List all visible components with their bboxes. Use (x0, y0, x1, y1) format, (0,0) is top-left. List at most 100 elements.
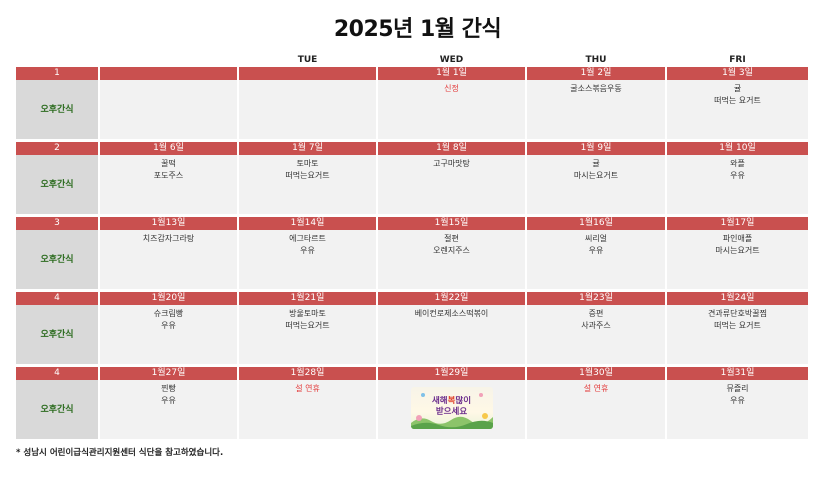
row-label: 오후간식 (16, 230, 98, 289)
week-number: 4 (16, 292, 98, 305)
date-header: 1월16일 (527, 217, 665, 230)
banner-text-1c: 많이 (455, 396, 472, 406)
menu-cell (100, 80, 237, 139)
menu-item: 귤 (592, 159, 600, 168)
menu-item: 씨리얼 (584, 234, 608, 243)
week-row: 4 오후간식 1월27일 찐빵 우유 1월28일 설 연휴 1월29일 새해복많이 받으세요 1월3… (16, 367, 808, 442)
date-header: 1월 1일 (378, 67, 525, 80)
date-header: 1월27일 (100, 367, 237, 380)
row-label: 오후간식 (16, 305, 98, 364)
menu-item: 꿀떡 (161, 159, 176, 168)
menu-item: 우유 (300, 246, 315, 255)
date-header: 1월 8일 (378, 142, 525, 155)
menu-item: 우유 (161, 396, 176, 405)
date-header: 1월 9일 (527, 142, 665, 155)
date-header: 1월31일 (667, 367, 808, 380)
date-header: 1월24일 (667, 292, 808, 305)
menu-cell: 베이컨로제소스떡볶이 (378, 305, 525, 364)
menu-item: 떠먹는요거트 (285, 171, 330, 180)
banner-text-1b: 복 (447, 396, 456, 406)
date-header: 1월22일 (378, 292, 525, 305)
date-header: 1월17일 (667, 217, 808, 230)
menu-item: 찐빵 (161, 384, 176, 393)
menu-item: 우유 (588, 246, 604, 255)
date-header: 1월 6일 (100, 142, 237, 155)
menu-item: 견과류단호박꿀찜 (708, 309, 767, 318)
date-header: 1월28일 (239, 367, 376, 380)
menu-item: 마시는요거트 (573, 171, 619, 180)
menu-cell (239, 80, 376, 139)
menu-cell: 치즈감자그라탕 (100, 230, 237, 289)
menu-item: 에그타르트 (289, 234, 326, 243)
menu-cell: 굴소스볶음우동 (527, 80, 665, 139)
day-header-fri: FRI (729, 55, 746, 65)
menu-item: 떠먹는요거트 (285, 321, 330, 330)
week-row: 4 오후간식 1월20일 슈크림빵 우유 1월21일 방울토마토 떠먹는요거트 1월22일 베이컨… (16, 292, 808, 367)
menu-cell: 새해복많이 받으세요 (378, 380, 525, 439)
week-number: 3 (16, 217, 98, 230)
menu-item: 떠먹는 요거트 (714, 321, 761, 330)
page-title: 2025년 1월 간식 (333, 17, 502, 42)
menu-item: 사과주스 (581, 321, 611, 330)
menu-item: 절편 (444, 234, 459, 243)
menu-item: 토마토 (296, 159, 319, 168)
menu-item: 방울토마토 (289, 309, 326, 318)
menu-item: 증편 (588, 309, 604, 318)
menu-item: 귤 (733, 84, 742, 93)
date-header: 1월 3일 (667, 67, 808, 80)
menu-item: 베이컨로제소스떡볶이 (414, 309, 489, 318)
week-row: 1 오후간식 1월 1일 신정 1월 2일 굴소스볶음우동 1월 3일 귤 떠먹는 요거트 (16, 67, 808, 142)
menu-cell: 신정 (378, 80, 525, 139)
menu-item: 치즈감자그라탕 (142, 234, 195, 243)
menu-cell: 설 연휴 (527, 380, 665, 439)
snack-calendar: 1 오후간식 1월 1일 신정 1월 2일 굴소스볶음우동 1월 3일 귤 떠먹는 요거트 2 오후… (16, 67, 808, 442)
date-header: 1월13일 (100, 217, 237, 230)
menu-cell: 설 연휴 (239, 380, 376, 439)
day-header-wed: WED (439, 55, 464, 65)
menu-item: 떠먹는 요거트 (714, 96, 761, 105)
menu-item: 파인애플 (722, 234, 753, 243)
date-header: 1월 7일 (239, 142, 376, 155)
week-number: 1 (16, 67, 98, 80)
menu-item: 신정 (444, 84, 459, 93)
new-year-banner: 새해복많이 받으세요 (410, 387, 493, 429)
date-header: 1월21일 (239, 292, 376, 305)
menu-item: 설 연휴 (295, 384, 320, 393)
date-header: 1월14일 (239, 217, 376, 230)
date-header: 1월29일 (378, 367, 525, 380)
menu-item: 오렌지주스 (433, 246, 470, 255)
menu-item: 뮤즐리 (726, 384, 749, 393)
menu-item: 고구마맛탕 (433, 159, 470, 168)
date-header: 1월30일 (527, 367, 665, 380)
menu-item: 설 연휴 (583, 384, 609, 393)
menu-item: 우유 (730, 396, 745, 405)
date-header: 1월20일 (100, 292, 237, 305)
banner-decoration-icon (410, 393, 493, 429)
menu-item: 굴소스볶음우동 (570, 84, 622, 93)
banner-text-2: 받으세요 (435, 407, 468, 417)
date-header (239, 67, 376, 80)
date-header: 1월15일 (378, 217, 525, 230)
footnote: * 성남시 어린이급식관리지원센터 식단을 참고하였습니다. (16, 448, 224, 458)
week-number: 2 (16, 142, 98, 155)
date-header (100, 67, 237, 80)
menu-item: 와플 (730, 159, 745, 168)
row-label: 오후간식 (16, 155, 98, 214)
day-header-thu: THU (585, 55, 607, 65)
menu-item: 우유 (730, 171, 745, 180)
menu-cell: 고구마맛탕 (378, 155, 525, 214)
menu-item: 포도주스 (153, 171, 184, 180)
date-header: 1월 10일 (667, 142, 808, 155)
week-number: 4 (16, 367, 98, 380)
banner-text-1a: 새해 (431, 396, 448, 406)
menu-item: 우유 (161, 321, 176, 330)
